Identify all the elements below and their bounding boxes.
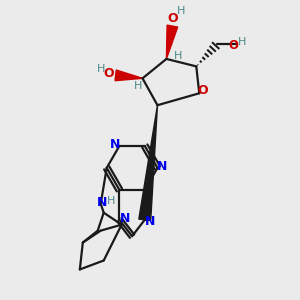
Text: H: H	[107, 196, 116, 206]
Text: H: H	[177, 6, 185, 16]
Polygon shape	[115, 70, 142, 81]
Text: O: O	[167, 12, 178, 25]
Polygon shape	[139, 105, 158, 220]
Text: N: N	[97, 196, 107, 209]
Text: N: N	[110, 138, 120, 151]
Text: H: H	[174, 51, 183, 61]
Text: H: H	[97, 64, 106, 74]
Text: H: H	[238, 37, 246, 46]
Text: O: O	[229, 39, 238, 52]
Text: N: N	[120, 212, 130, 225]
Text: O: O	[197, 84, 208, 98]
Polygon shape	[167, 25, 178, 59]
Text: O: O	[103, 68, 113, 80]
Text: N: N	[157, 160, 167, 173]
Text: N: N	[145, 215, 155, 228]
Text: H: H	[134, 81, 142, 91]
